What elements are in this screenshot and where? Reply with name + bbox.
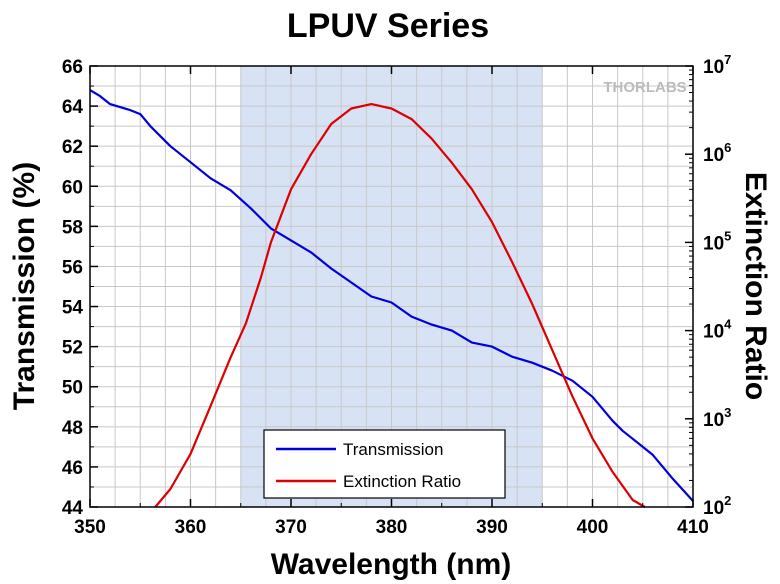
series-line-transmission — [89, 89, 694, 502]
chart-title: LPUV Series — [287, 7, 489, 45]
legend-label-transmission: Transmission — [343, 440, 443, 459]
y-tick-label: 64 — [62, 97, 84, 118]
y-tick-label: 66 — [62, 57, 83, 78]
y-tick-label: 50 — [62, 378, 83, 399]
y2-tick-base: 10 — [703, 410, 724, 431]
ticks: 350 360 370 380 390 400 4104446485052545658606… — [62, 52, 732, 538]
y-tick-label: 60 — [62, 177, 83, 198]
y-tick-label: 58 — [62, 217, 83, 238]
y2-tick-label: 102 — [703, 493, 731, 519]
x-tick-label: 360 — [175, 517, 207, 538]
y-axis-title: Transmission (%) — [8, 162, 41, 410]
legend-label-extinction-ratio: Extinction Ratio — [343, 472, 461, 491]
y2-tick-label: 104 — [703, 317, 732, 343]
y2-tick-exponent: 6 — [724, 140, 731, 155]
y2-tick-base: 10 — [703, 233, 724, 254]
y2-tick-exponent: 3 — [724, 405, 731, 420]
y-tick-label: 56 — [62, 257, 83, 278]
y2-axis-title: Extinction Ratio — [739, 172, 772, 400]
y-tick-label: 46 — [62, 458, 83, 479]
y2-tick-exponent: 2 — [724, 493, 731, 508]
y2-tick-exponent: 5 — [724, 228, 731, 243]
y2-tick-exponent: 4 — [724, 317, 732, 332]
series-group — [89, 89, 694, 508]
y-tick-label: 54 — [62, 298, 84, 319]
y2-tick-base: 10 — [703, 498, 724, 519]
y2-tick-label: 105 — [703, 228, 731, 254]
watermark: THORLABS — [603, 79, 686, 96]
y2-tick-base: 10 — [703, 145, 724, 166]
y2-tick-exponent: 7 — [724, 52, 731, 67]
y-tick-label: 52 — [62, 338, 83, 359]
y-tick-label: 48 — [62, 418, 83, 439]
x-tick-label: 370 — [275, 517, 307, 538]
legend-box — [263, 429, 506, 499]
y-tick-label: 44 — [62, 498, 84, 519]
x-tick-label: 350 — [74, 517, 106, 538]
y2-tick-label: 103 — [703, 405, 731, 431]
series-line-extinction-ratio — [154, 102, 646, 508]
y2-tick-base: 10 — [703, 322, 724, 343]
y2-tick-label: 107 — [703, 52, 731, 78]
y2-tick-label: 106 — [703, 140, 731, 166]
x-tick-label: 380 — [376, 517, 408, 538]
x-tick-label: 410 — [677, 517, 709, 538]
y2-tick-base: 10 — [703, 57, 724, 78]
x-tick-label: 390 — [476, 517, 508, 538]
legend: Transmission Extinction Ratio — [263, 429, 506, 499]
x-tick-label: 400 — [577, 517, 609, 538]
y-tick-label: 62 — [62, 137, 83, 158]
x-axis-title: Wavelength (nm) — [271, 548, 512, 581]
